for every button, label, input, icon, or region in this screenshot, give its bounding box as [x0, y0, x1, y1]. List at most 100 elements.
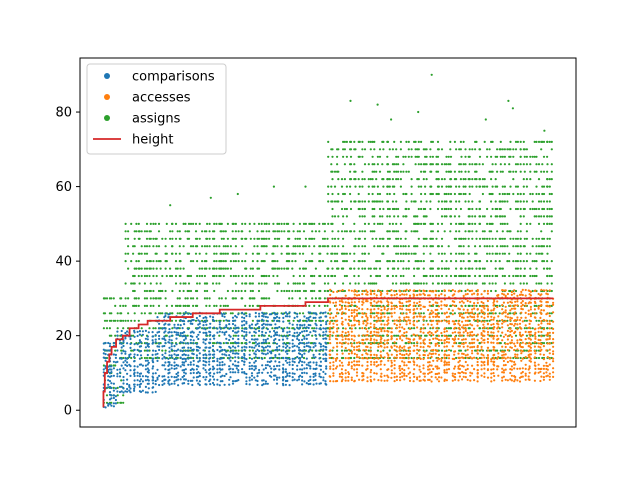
assigns-point	[522, 215, 525, 218]
comparisons-point	[274, 326, 277, 330]
assigns-point	[179, 304, 182, 307]
comparisons-point	[170, 339, 173, 342]
assigns-point	[314, 297, 317, 300]
comparisons-point	[266, 364, 269, 367]
assigns-point	[462, 222, 465, 225]
assigns-point	[449, 140, 452, 143]
assigns-point	[407, 207, 410, 211]
accesses-point	[353, 339, 356, 342]
assigns-point	[449, 178, 453, 181]
comparisons-point	[229, 371, 232, 374]
comparisons-point	[309, 367, 312, 370]
comparisons-point	[187, 312, 190, 315]
assigns-point	[308, 260, 311, 263]
accesses-point	[416, 315, 419, 318]
assigns-point	[234, 349, 237, 352]
comparisons-point	[107, 383, 110, 386]
accesses-point	[390, 337, 393, 340]
assigns-point	[503, 148, 506, 151]
comparisons-point	[322, 327, 325, 330]
comparisons-point	[274, 360, 277, 363]
comparisons-point	[322, 334, 325, 337]
assigns-point	[358, 140, 361, 143]
comparisons-point	[116, 372, 119, 375]
assigns-point	[241, 222, 244, 225]
comparisons-point	[133, 368, 136, 371]
assigns-point	[509, 170, 512, 173]
comparisons-point	[183, 368, 186, 372]
comparisons-point	[303, 326, 306, 329]
comparisons-point	[322, 357, 325, 360]
assigns-point	[458, 230, 461, 233]
comparisons-point	[197, 337, 200, 341]
assigns-point	[459, 178, 462, 181]
assigns-point	[471, 163, 474, 166]
assigns-point	[313, 222, 316, 225]
assigns-point	[251, 349, 254, 352]
comparisons-point	[223, 374, 226, 378]
assigns-point	[155, 260, 158, 263]
comparisons-point	[262, 383, 265, 386]
assigns-point	[405, 140, 408, 143]
assigns-point	[424, 192, 427, 196]
assigns-point	[358, 327, 361, 330]
accesses-point	[401, 308, 404, 311]
accesses-point	[344, 331, 347, 334]
comparisons-point	[291, 339, 294, 342]
assigns-point	[219, 304, 222, 307]
comparisons-point	[278, 320, 281, 323]
accesses-point	[347, 375, 350, 379]
accesses-point	[347, 348, 351, 351]
assigns-point	[319, 245, 322, 248]
comparisons-point	[288, 363, 291, 366]
comparisons-point	[170, 331, 173, 334]
comparisons-point	[237, 326, 240, 329]
assigns-point	[318, 222, 321, 225]
assigns-point	[340, 178, 344, 181]
assigns-point	[369, 267, 372, 270]
assigns-point	[381, 163, 384, 166]
assigns-point	[349, 282, 352, 285]
comparisons-point	[183, 331, 186, 334]
comparisons-point	[319, 311, 322, 314]
accesses-point	[398, 326, 401, 329]
comparisons-point	[183, 371, 186, 374]
assigns-point	[105, 394, 109, 397]
assigns-point	[110, 297, 113, 300]
comparisons-point	[241, 371, 244, 374]
assigns-point	[304, 245, 307, 248]
accesses-point	[361, 316, 364, 319]
assigns-point	[342, 245, 345, 248]
assigns-point	[296, 282, 299, 285]
assigns-point	[159, 260, 162, 263]
accesses-point	[332, 316, 335, 319]
assigns-point	[371, 155, 374, 158]
accesses-point	[341, 364, 344, 367]
assigns-point	[135, 222, 138, 225]
accesses-point	[355, 309, 359, 312]
assigns-point	[422, 245, 425, 248]
assigns-point	[390, 118, 393, 121]
assigns-point	[542, 334, 546, 337]
accesses-point	[383, 379, 386, 382]
assigns-point	[376, 192, 379, 196]
accesses-point	[369, 371, 372, 374]
assigns-point	[494, 289, 497, 293]
assigns-point	[376, 200, 379, 203]
assigns-point	[337, 178, 340, 181]
assigns-point	[138, 237, 141, 240]
comparisons-point	[211, 375, 215, 378]
assigns-point	[298, 252, 301, 255]
assigns-point	[509, 312, 512, 315]
assigns-point	[405, 267, 408, 270]
comparisons-point	[284, 359, 287, 362]
accesses-point	[338, 364, 341, 367]
comparisons-point	[307, 379, 310, 382]
comparisons-point	[282, 363, 285, 366]
comparisons-point	[264, 341, 267, 344]
assigns-point	[165, 252, 168, 255]
assigns-point	[501, 252, 504, 255]
accesses-point	[373, 333, 376, 336]
assigns-point	[386, 312, 390, 315]
comparisons-point	[202, 320, 205, 323]
